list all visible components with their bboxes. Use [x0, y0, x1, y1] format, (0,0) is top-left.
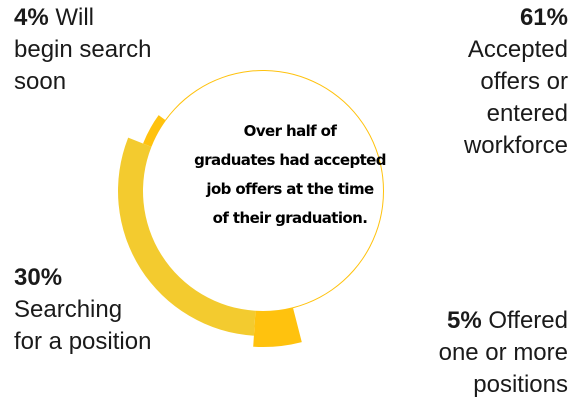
slice-begin-search-soon	[143, 115, 166, 147]
label-searching: 30% Searching for a position	[14, 262, 151, 358]
center-text-line: job offers at the time	[206, 180, 374, 198]
label-line: offers or	[480, 68, 568, 95]
label-line: one or more	[438, 339, 568, 366]
label-line: Accepted	[467, 36, 568, 63]
pct-label: 5%	[447, 307, 482, 334]
slice-searching	[117, 137, 256, 336]
label-line: positions	[473, 371, 568, 398]
label-line: soon	[14, 68, 67, 95]
pct-label: 61%	[519, 4, 568, 31]
label-line: entered	[486, 100, 568, 127]
label-offered-positions: 5% Offered one or more positions	[439, 305, 568, 401]
label-line: Searching	[14, 296, 123, 323]
label-line: begin search	[14, 36, 152, 63]
label-line: for a position	[14, 328, 152, 355]
label-begin-search-soon: 4% Will begin search soon	[14, 2, 151, 98]
pct-label: 4%	[14, 4, 49, 31]
label-line: workforce	[463, 132, 568, 159]
center-annotation: Over half of graduates had accepted job …	[180, 117, 400, 233]
label-accepted-offers: 61% Accepted offers or entered workforce	[464, 2, 568, 162]
label-line: Offered	[488, 307, 568, 334]
slice-offered-positions	[253, 307, 302, 348]
center-text-line: of their graduation.	[212, 209, 368, 227]
center-text-line: graduates had accepted	[194, 151, 386, 169]
label-line: Will	[55, 4, 95, 31]
pct-label: 30%	[14, 264, 63, 291]
center-text-line: Over half of	[243, 122, 337, 140]
